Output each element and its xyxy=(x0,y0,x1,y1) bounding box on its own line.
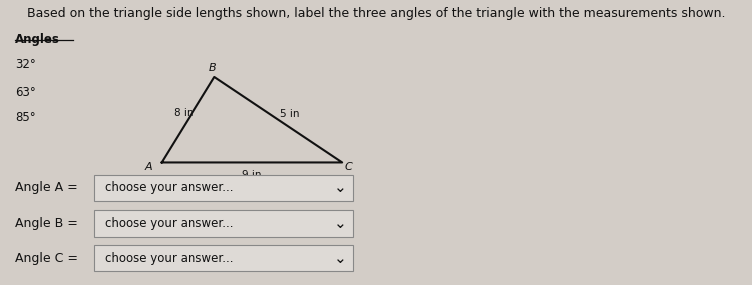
Text: 8 in: 8 in xyxy=(174,107,194,118)
Text: ⌄: ⌄ xyxy=(334,251,346,266)
Text: 32°: 32° xyxy=(15,58,36,72)
Text: Angles: Angles xyxy=(15,33,60,46)
FancyBboxPatch shape xyxy=(94,210,353,237)
Text: Based on the triangle side lengths shown, label the three angles of the triangle: Based on the triangle side lengths shown… xyxy=(27,7,725,20)
FancyBboxPatch shape xyxy=(94,175,353,201)
Text: 63°: 63° xyxy=(15,86,36,99)
Text: C: C xyxy=(344,162,352,172)
Text: Angle B =: Angle B = xyxy=(15,217,78,230)
Text: choose your answer...: choose your answer... xyxy=(105,252,234,265)
Text: ⌄: ⌄ xyxy=(334,180,346,195)
Text: Angle A =: Angle A = xyxy=(15,181,77,194)
Text: 5 in: 5 in xyxy=(280,109,299,119)
Text: choose your answer...: choose your answer... xyxy=(105,217,234,230)
FancyBboxPatch shape xyxy=(94,245,353,271)
Text: 85°: 85° xyxy=(15,111,35,124)
Text: Angle C =: Angle C = xyxy=(15,252,78,265)
Text: B: B xyxy=(208,63,216,73)
Text: 9 in: 9 in xyxy=(242,170,262,180)
Text: ⌄: ⌄ xyxy=(334,216,346,231)
Text: choose your answer...: choose your answer... xyxy=(105,181,234,194)
Text: A: A xyxy=(145,162,153,172)
